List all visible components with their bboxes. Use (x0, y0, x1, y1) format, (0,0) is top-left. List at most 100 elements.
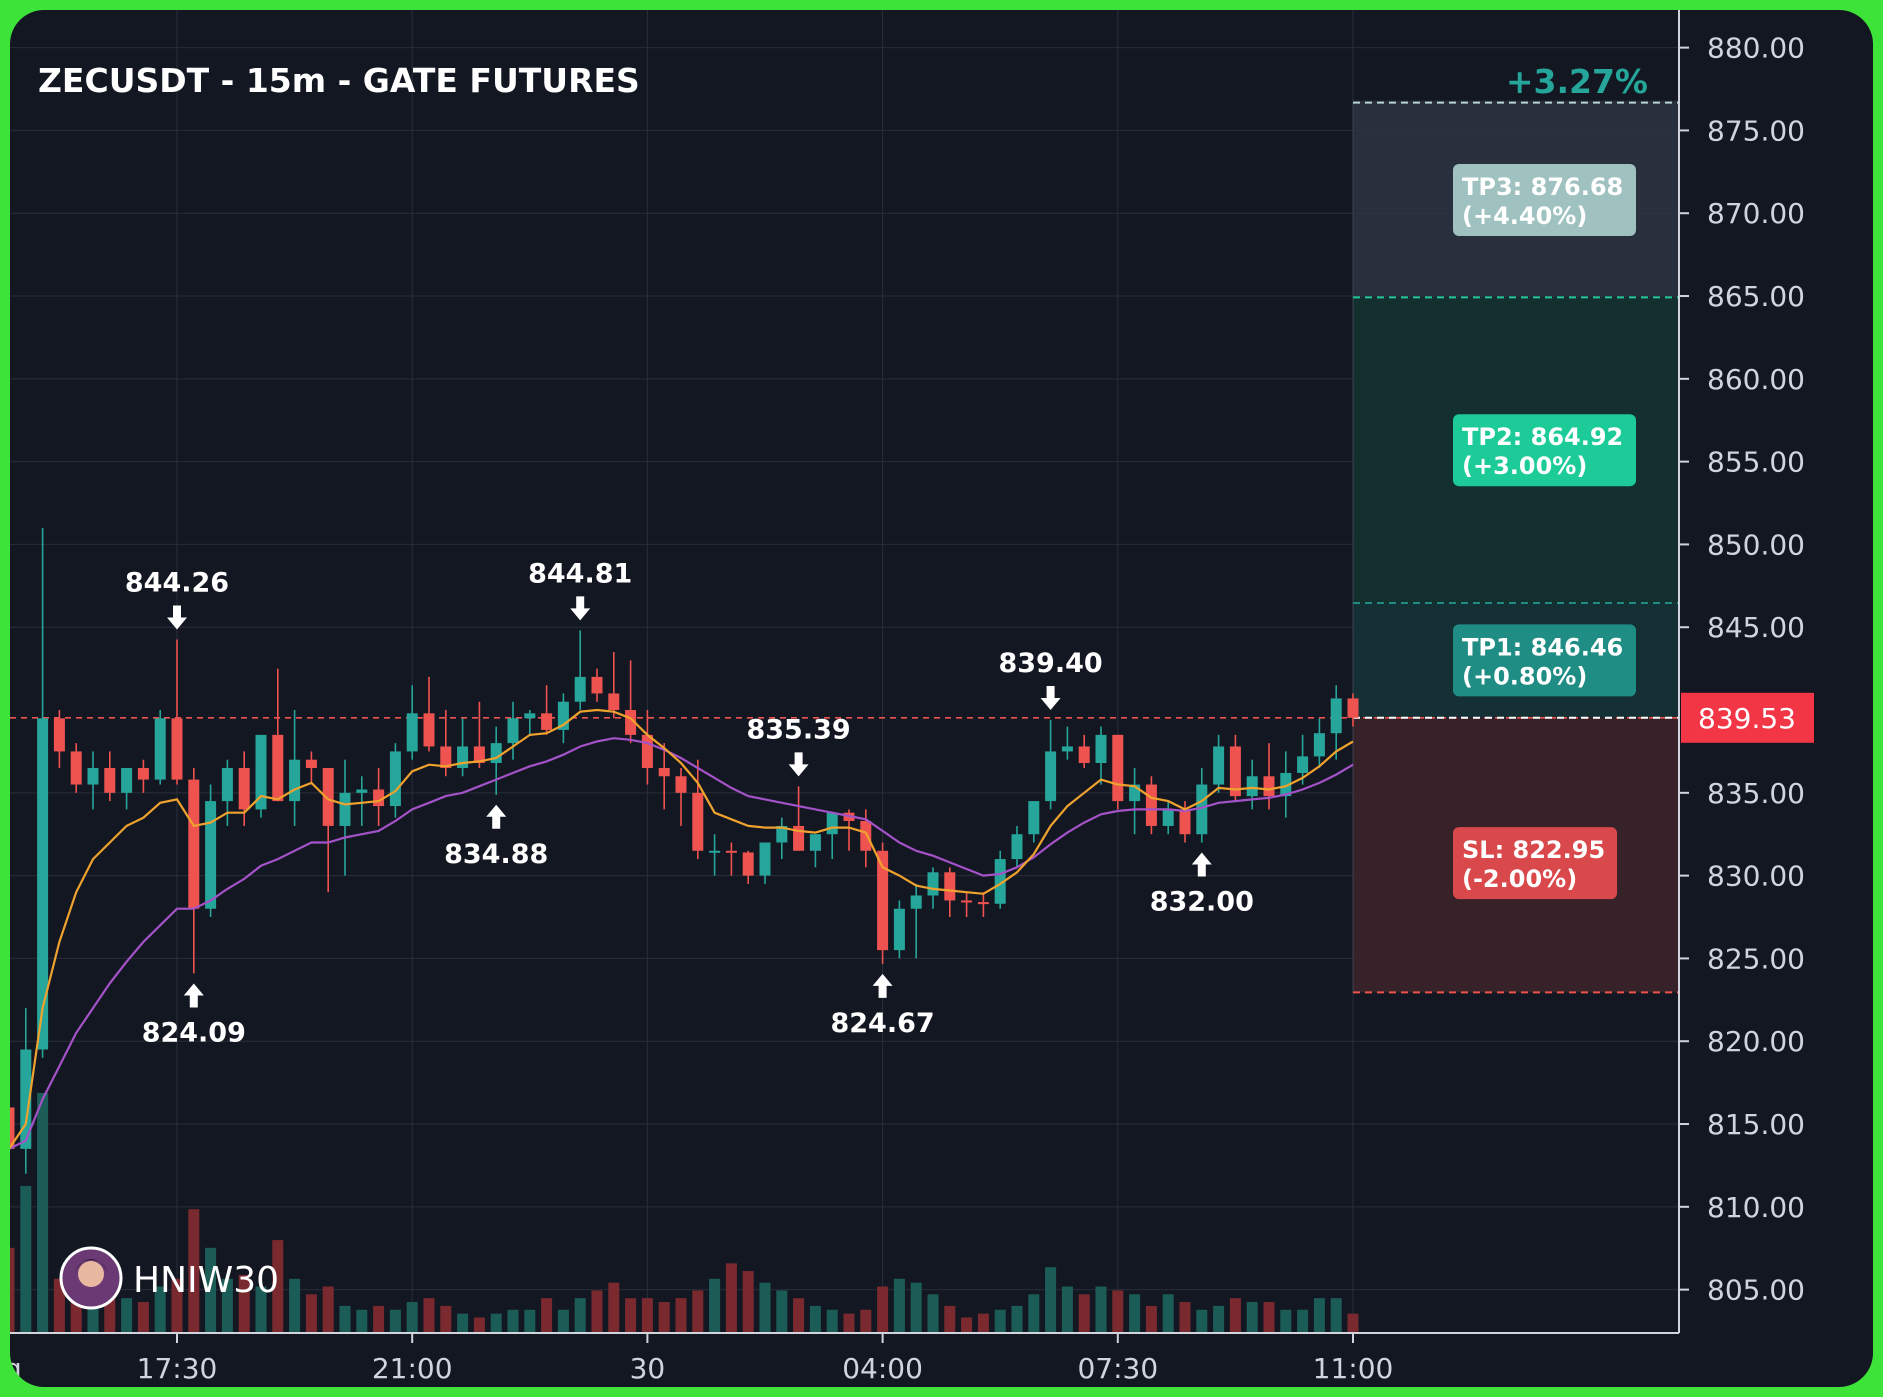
x-tick-label: 07:30 (1077, 1352, 1158, 1385)
candle[interactable] (289, 759, 301, 802)
volume-bar (104, 1286, 116, 1333)
candle[interactable] (524, 713, 536, 719)
volume-bar (305, 1294, 317, 1333)
candle[interactable] (70, 751, 82, 785)
candle[interactable] (1229, 746, 1241, 797)
candle[interactable] (205, 801, 217, 909)
candle[interactable] (1045, 751, 1057, 802)
candle[interactable] (759, 842, 771, 876)
candle[interactable] (1246, 776, 1258, 797)
candle[interactable] (1196, 784, 1208, 835)
candle[interactable] (1112, 734, 1124, 802)
candle[interactable] (356, 789, 368, 793)
candle[interactable] (154, 718, 166, 780)
trade-zones (10, 100, 1679, 994)
candle[interactable] (944, 872, 956, 901)
candle[interactable] (389, 751, 401, 807)
x-tick-label: 30 (630, 1352, 666, 1385)
candle[interactable] (473, 746, 485, 764)
candle[interactable] (1313, 733, 1325, 757)
candle[interactable] (608, 693, 620, 711)
candle[interactable] (860, 820, 872, 851)
candle[interactable] (238, 767, 250, 810)
candle[interactable] (725, 850, 737, 853)
candle[interactable] (272, 734, 284, 802)
candle[interactable] (1297, 756, 1309, 773)
candle[interactable] (557, 701, 569, 730)
volume-bar (641, 1298, 653, 1333)
candle[interactable] (641, 734, 653, 768)
candle[interactable] (104, 767, 116, 793)
x-tick-label: 11:00 (1313, 1352, 1394, 1385)
candle[interactable] (1179, 809, 1191, 835)
candle[interactable] (927, 872, 939, 896)
candle[interactable] (440, 746, 452, 768)
candle[interactable] (121, 767, 133, 793)
candle[interactable] (1213, 746, 1225, 785)
candle[interactable] (742, 852, 754, 876)
volume-bar (406, 1302, 418, 1333)
candles[interactable] (10, 527, 1359, 1207)
candle[interactable] (423, 713, 435, 747)
candle[interactable] (994, 859, 1006, 904)
candle[interactable] (507, 718, 519, 744)
candle[interactable] (1129, 784, 1141, 802)
y-tick-label: 860.00 (1707, 363, 1805, 396)
candle[interactable] (373, 789, 385, 807)
candle[interactable] (793, 825, 805, 851)
candle[interactable] (910, 895, 922, 909)
candle[interactable] (1061, 746, 1073, 752)
candle[interactable] (826, 812, 838, 835)
volume-bar (137, 1302, 149, 1333)
candle[interactable] (1347, 698, 1359, 718)
candle[interactable] (137, 767, 149, 780)
candle[interactable] (1095, 734, 1107, 764)
candlestick-chart[interactable]: 844.26 844.81 835.39 839.40 824.09 834.88 824.… (10, 10, 1873, 1387)
volume-bar (1061, 1286, 1073, 1333)
tp3-label-box (1453, 163, 1636, 236)
candle[interactable] (1280, 772, 1292, 797)
candle[interactable] (893, 908, 905, 951)
volume-bar (843, 1313, 855, 1333)
candle[interactable] (53, 718, 65, 752)
candle[interactable] (339, 792, 351, 826)
candle[interactable] (221, 767, 233, 802)
chart-title: ZECUSDT - 15m - GATE FUTURES (38, 61, 640, 100)
candle[interactable] (1330, 698, 1342, 734)
candle[interactable] (171, 718, 183, 780)
candle[interactable] (87, 767, 99, 785)
candle[interactable] (305, 759, 317, 768)
candle[interactable] (977, 902, 989, 905)
candle[interactable] (961, 900, 973, 903)
candle[interactable] (541, 713, 553, 730)
candle[interactable] (20, 1049, 32, 1149)
candle[interactable] (692, 792, 704, 851)
candle[interactable] (490, 743, 502, 764)
swing-price-label: 834.88 (444, 839, 548, 870)
candle[interactable] (1145, 784, 1157, 826)
candle[interactable] (574, 676, 586, 702)
candle[interactable] (1028, 801, 1040, 835)
candle[interactable] (322, 767, 334, 826)
candle[interactable] (709, 850, 721, 853)
candle[interactable] (877, 850, 889, 951)
candle[interactable] (10, 1107, 15, 1149)
candle[interactable] (776, 825, 788, 843)
volume-bar (725, 1263, 737, 1333)
candle[interactable] (675, 776, 687, 793)
candle[interactable] (1162, 809, 1174, 826)
candle[interactable] (591, 676, 603, 694)
candle[interactable] (809, 834, 821, 851)
candle[interactable] (406, 713, 418, 752)
y-tick-label: 810.00 (1707, 1191, 1805, 1224)
candle[interactable] (1011, 834, 1023, 860)
candle[interactable] (255, 734, 267, 810)
candle[interactable] (1263, 776, 1275, 797)
volume-bar (893, 1278, 905, 1333)
candle[interactable] (457, 746, 469, 768)
candle[interactable] (658, 767, 670, 777)
candle[interactable] (188, 779, 200, 909)
candle[interactable] (1078, 746, 1090, 764)
candle[interactable] (625, 710, 637, 735)
candle[interactable] (37, 718, 49, 1050)
